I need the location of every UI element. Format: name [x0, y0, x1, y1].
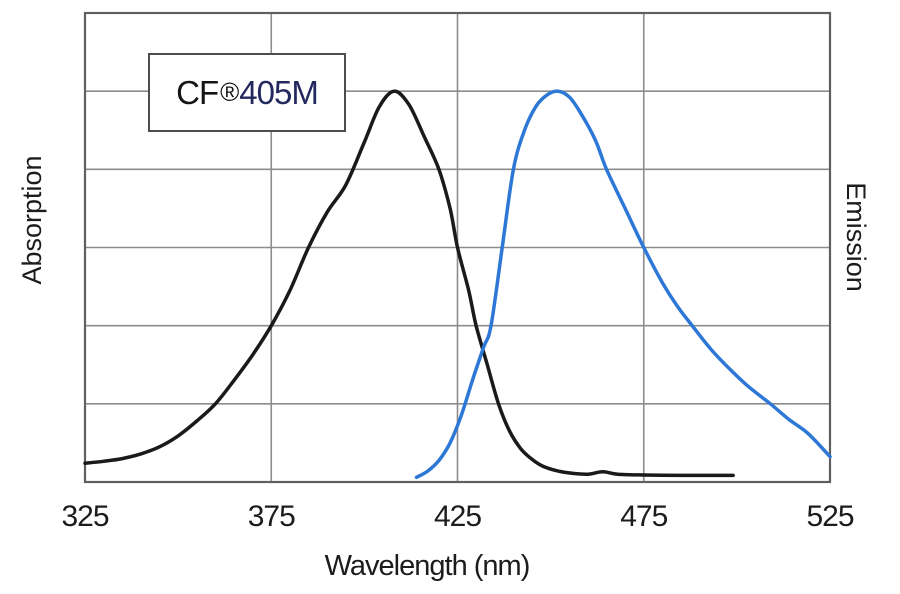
plot-border — [83, 11, 832, 484]
y-axis-label-absorption: Absorption — [17, 155, 47, 285]
emission-curve — [414, 89, 832, 480]
x-tick-label: 475 — [620, 500, 668, 533]
dye-name-number: 405M — [239, 73, 319, 111]
y-axis-label-emission: Emission — [841, 182, 871, 292]
registered-trademark-icon: ® — [220, 77, 239, 107]
x-axis-title: Wavelength (nm) — [324, 550, 531, 582]
absorption-curve — [83, 89, 735, 478]
x-tick-label: 425 — [433, 500, 482, 533]
x-tick-label: 525 — [806, 500, 854, 533]
x-tick-label: 325 — [61, 500, 109, 533]
x-tick-label: 375 — [247, 500, 296, 533]
dye-name-prefix: CF — [176, 73, 219, 111]
dye-name-box: CF ® 405M — [148, 53, 346, 132]
